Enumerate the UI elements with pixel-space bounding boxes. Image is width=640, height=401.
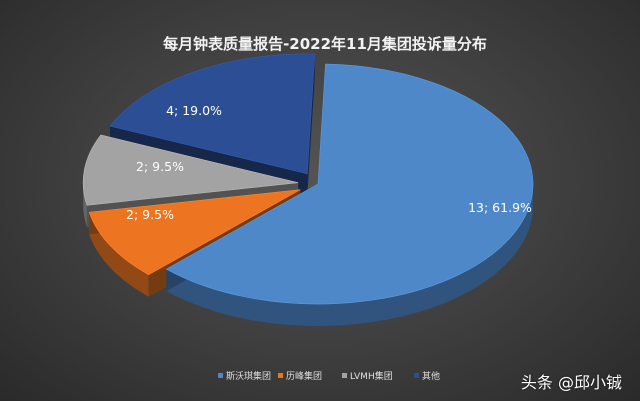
slice-top: [88, 189, 301, 276]
legend: 斯沃琪集团 历峰集团 LVMH集团 其他: [218, 370, 440, 382]
slice-top: [165, 63, 534, 305]
slice-rim: [166, 184, 533, 327]
legend-swatch: [278, 373, 283, 378]
legend-item: 历峰集团: [278, 370, 322, 382]
pie-slice: [165, 63, 534, 327]
legend-item: LVMH集团: [342, 370, 393, 382]
legend-label: 历峰集团: [286, 370, 322, 382]
legend-swatch: [218, 373, 223, 378]
legend-label: 斯沃琪集团: [226, 370, 271, 382]
slice-top: [82, 134, 299, 206]
data-label: 2; 9.5%: [126, 207, 174, 222]
data-label: 2; 9.5%: [136, 159, 184, 174]
pie-slices: [82, 53, 534, 327]
legend-label: LVMH集团: [350, 370, 393, 382]
slice-rim: [83, 182, 87, 228]
chart-title: 每月钟表质量报告-2022年11月集团投诉量分布: [163, 35, 487, 53]
slice-edge: [307, 53, 315, 196]
watermark: 头条 @邱小铖: [520, 373, 622, 392]
data-label: 13; 61.9%: [468, 200, 532, 215]
legend-item: 其他: [414, 370, 440, 382]
legend-item: 斯沃琪集团: [218, 370, 271, 382]
legend-swatch: [342, 373, 347, 378]
legend-label: 其他: [422, 370, 440, 382]
data-labels: 13; 61.9% 2; 9.5% 2; 9.5% 4; 19.0%: [126, 103, 532, 222]
data-label: 4; 19.0%: [166, 103, 222, 118]
legend-swatch: [414, 373, 419, 378]
slice-top: [109, 53, 316, 175]
